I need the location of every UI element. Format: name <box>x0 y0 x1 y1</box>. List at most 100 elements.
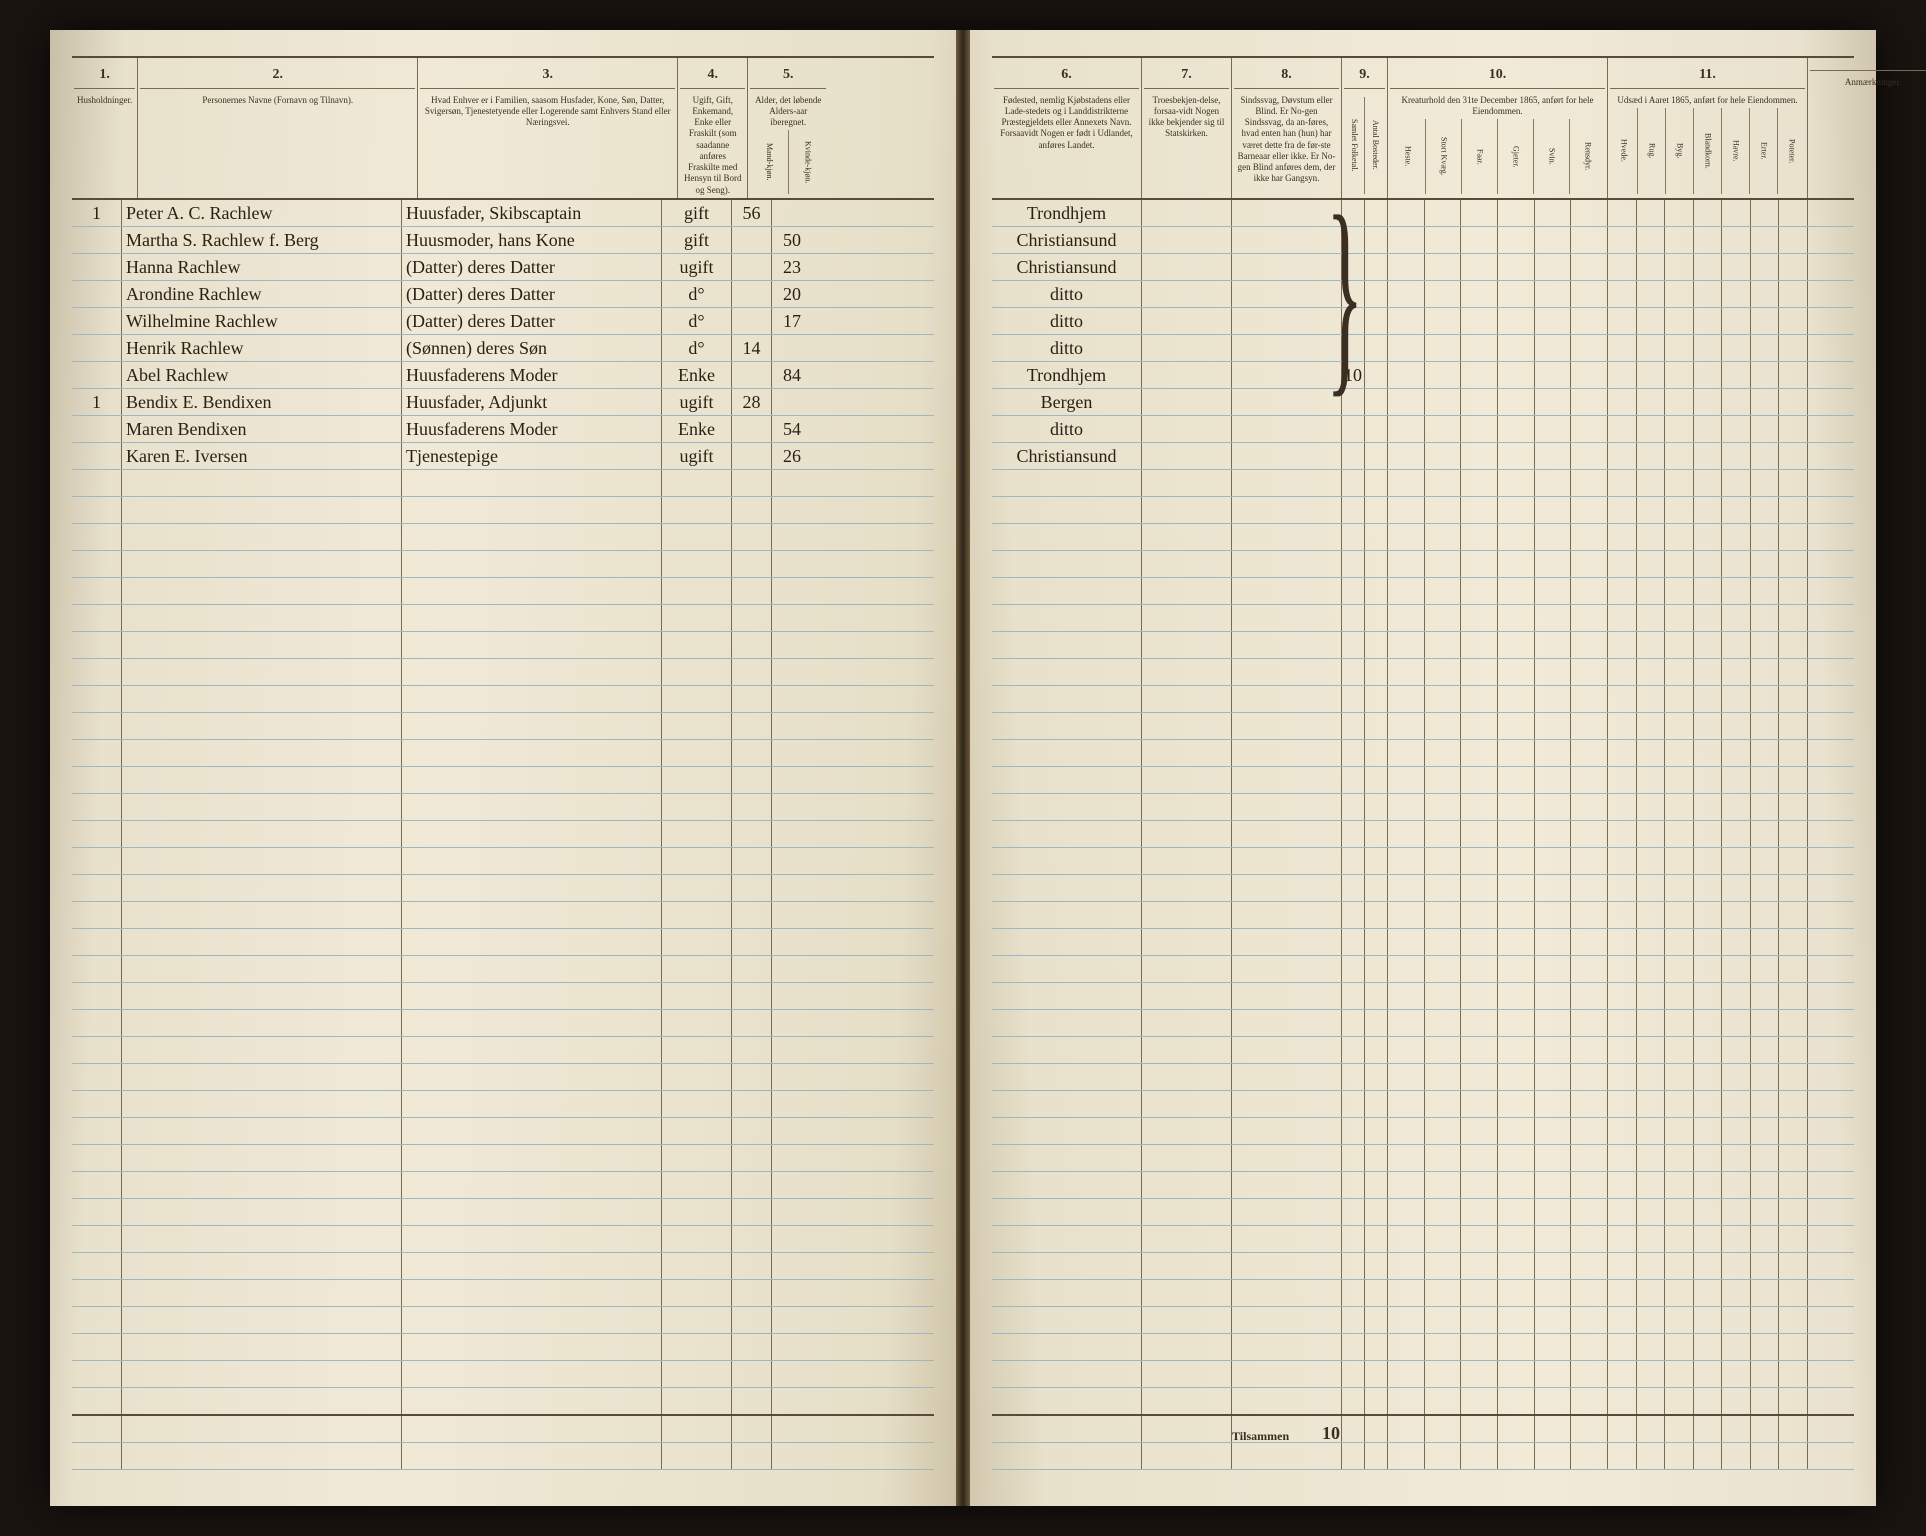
table-row <box>992 1172 1854 1199</box>
table-cell <box>1498 1443 1535 1469</box>
table-cell <box>1665 1334 1694 1360</box>
table-cell <box>1608 713 1637 739</box>
table-cell <box>1665 1280 1694 1306</box>
table-cell <box>1232 1334 1342 1360</box>
table-cell <box>1365 1145 1388 1171</box>
table-cell <box>1608 929 1637 955</box>
table-row: Trondhjem <box>992 200 1854 227</box>
table-cell <box>1535 1010 1572 1036</box>
table-cell <box>1808 1280 1926 1306</box>
table-cell <box>1808 443 1926 469</box>
table-cell <box>1722 767 1751 793</box>
table-cell <box>772 713 812 739</box>
table-cell <box>1342 713 1365 739</box>
table-cell <box>662 767 732 793</box>
table-cell <box>1388 362 1425 388</box>
table-cell <box>1342 1199 1365 1225</box>
table-cell <box>772 1010 812 1036</box>
table-cell <box>1535 254 1572 280</box>
table-cell <box>1779 416 1808 442</box>
table-cell <box>1722 1226 1751 1252</box>
table-cell <box>1142 767 1232 793</box>
table-cell: Maren Bendixen <box>122 416 402 442</box>
table-cell <box>1498 551 1535 577</box>
table-cell <box>1498 1145 1535 1171</box>
table-cell <box>122 902 402 928</box>
table-cell <box>1808 1172 1926 1198</box>
table-cell <box>1637 605 1666 631</box>
table-cell <box>1751 1443 1780 1469</box>
table-cell <box>1142 1280 1232 1306</box>
table-cell <box>122 632 402 658</box>
table-cell <box>992 1307 1142 1333</box>
table-cell <box>1808 1416 1926 1442</box>
table-cell <box>1808 740 1926 766</box>
table-cell <box>1342 551 1365 577</box>
table-cell <box>732 848 772 874</box>
table-cell <box>1637 200 1666 226</box>
table-row: Maren BendixenHuusfaderens ModerEnke54 <box>72 416 934 443</box>
table-cell: Wilhelmine Rachlew <box>122 308 402 334</box>
table-row <box>992 1361 1854 1388</box>
table-cell <box>992 659 1142 685</box>
table-cell <box>402 470 662 496</box>
table-cell <box>1779 227 1808 253</box>
table-cell <box>1722 578 1751 604</box>
table-cell <box>662 1199 732 1225</box>
table-row <box>72 470 934 497</box>
table-cell <box>1722 1010 1751 1036</box>
table-cell <box>1571 362 1608 388</box>
table-cell <box>1425 659 1462 685</box>
table-cell <box>122 1307 402 1333</box>
table-cell: Martha S. Rachlew f. Berg <box>122 227 402 253</box>
table-cell <box>1498 983 1535 1009</box>
table-cell <box>1608 767 1637 793</box>
table-cell <box>1637 1361 1666 1387</box>
table-cell <box>1535 605 1572 631</box>
table-cell <box>772 524 812 550</box>
table-row <box>992 1199 1854 1226</box>
table-cell <box>72 281 122 307</box>
table-cell <box>1665 1307 1694 1333</box>
table-cell <box>1751 605 1780 631</box>
table-row <box>992 983 1854 1010</box>
table-cell <box>1694 497 1723 523</box>
table-cell <box>1142 632 1232 658</box>
table-cell <box>402 1388 662 1414</box>
table-cell <box>1722 443 1751 469</box>
table-cell <box>1365 956 1388 982</box>
table-cell <box>992 821 1142 847</box>
table-cell <box>402 1172 662 1198</box>
table-cell <box>1142 848 1232 874</box>
table-cell <box>1665 1118 1694 1144</box>
table-cell <box>1751 1010 1780 1036</box>
table-cell <box>1722 794 1751 820</box>
table-cell <box>1751 740 1780 766</box>
table-cell <box>1388 551 1425 577</box>
table-cell <box>402 821 662 847</box>
table-cell <box>1608 875 1637 901</box>
table-cell <box>1665 821 1694 847</box>
table-cell <box>1665 929 1694 955</box>
table-cell <box>402 740 662 766</box>
table-cell <box>1365 497 1388 523</box>
table-cell <box>1665 227 1694 253</box>
table-cell <box>1142 875 1232 901</box>
table-cell <box>1808 956 1926 982</box>
table-cell <box>1498 740 1535 766</box>
table-cell <box>1342 1037 1365 1063</box>
table-cell <box>1637 362 1666 388</box>
table-row <box>72 875 934 902</box>
table-cell <box>1461 1253 1498 1279</box>
table-cell <box>1608 1172 1637 1198</box>
table-cell <box>122 1091 402 1117</box>
table-cell <box>1388 956 1425 982</box>
table-cell <box>122 1118 402 1144</box>
table-cell <box>1425 1091 1462 1117</box>
table-cell <box>1808 254 1926 280</box>
table-cell <box>1461 605 1498 631</box>
table-cell <box>1498 659 1535 685</box>
table-cell <box>402 1226 662 1252</box>
table-cell <box>1608 1416 1637 1442</box>
table-cell <box>772 875 812 901</box>
